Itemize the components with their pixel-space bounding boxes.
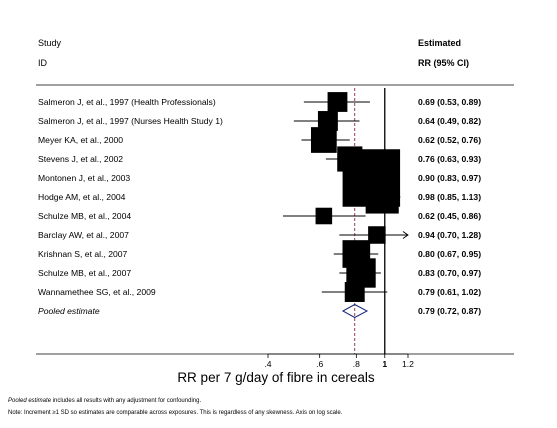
x-tick-label: .6 bbox=[316, 359, 323, 369]
study-label: Barclay AW, et al., 2007 bbox=[38, 230, 129, 240]
estimate-text: 0.62 (0.52, 0.76) bbox=[418, 135, 481, 145]
study-header: Study bbox=[38, 38, 62, 48]
estimate-text: 0.80 (0.67, 0.95) bbox=[418, 249, 481, 259]
study-label: Hodge AM, et al., 2004 bbox=[38, 192, 126, 202]
id-header: ID bbox=[38, 58, 48, 68]
study-label: Wannamethee SG, et al., 2009 bbox=[38, 287, 156, 297]
footnote-1-emphasis: Pooled estimate bbox=[8, 398, 52, 404]
study-label: Stevens J, et al., 2002 bbox=[38, 154, 123, 164]
estimated-header: Estimated bbox=[418, 38, 461, 48]
footnote-1-text: includes all results with any adjustment… bbox=[51, 398, 201, 404]
estimate-text: 0.90 (0.83, 0.97) bbox=[418, 173, 481, 183]
rr-ci-header: RR (95% CI) bbox=[418, 58, 469, 68]
estimate-text: 0.98 (0.85, 1.13) bbox=[418, 192, 481, 202]
study-row: Schulze MB, et al., 2004 0.62 (0.45, 0.86… bbox=[38, 207, 481, 225]
study-label: Salmeron J, et al., 1997 (Health Profess… bbox=[38, 97, 216, 107]
study-row: Wannamethee SG, et al., 2009 0.79 (0.61, … bbox=[38, 282, 481, 302]
estimate-text: 0.79 (0.61, 1.02) bbox=[418, 287, 481, 297]
study-row: Salmeron J, et al., 1997 (Nurses Health … bbox=[38, 111, 481, 131]
ci-arrow bbox=[402, 231, 409, 239]
study-row: Hodge AM, et al., 2004 0.98 (0.85, 1.13) bbox=[38, 180, 481, 214]
study-label: Meyer KA, et al., 2000 bbox=[38, 135, 123, 145]
point-estimate-marker bbox=[310, 127, 337, 153]
point-estimate-marker bbox=[365, 180, 399, 214]
x-axis-label: RR per 7 g/day of fibre in cereals bbox=[177, 370, 375, 385]
estimate-text: 0.76 (0.63, 0.93) bbox=[418, 154, 481, 164]
study-label: Schulze MB, et al., 2004 bbox=[38, 211, 131, 221]
point-estimate-marker bbox=[344, 282, 365, 302]
study-label: Schulze MB, et al., 2007 bbox=[38, 268, 131, 278]
x-tick-label: .4 bbox=[264, 359, 271, 369]
study-label: Salmeron J, et al., 1997 (Nurses Health … bbox=[38, 116, 223, 126]
point-estimate-marker bbox=[327, 92, 348, 112]
study-label: Krishnan S, et al., 2007 bbox=[38, 249, 128, 259]
study-row: Salmeron J, et al., 1997 (Health Profess… bbox=[38, 92, 481, 112]
x-tick-label: .8 bbox=[353, 359, 360, 369]
pooled-estimate-text: 0.79 (0.72, 0.87) bbox=[418, 306, 481, 316]
estimate-text: 0.69 (0.53, 0.89) bbox=[418, 97, 481, 107]
estimate-text: 0.94 (0.70, 1.28) bbox=[418, 230, 481, 240]
study-row: Meyer KA, et al., 2000 0.62 (0.52, 0.76) bbox=[38, 127, 481, 153]
footnote-2: Note: Increment ≥1 SD so estimates are c… bbox=[8, 410, 343, 416]
estimate-text: 0.64 (0.49, 0.82) bbox=[418, 116, 481, 126]
point-estimate-marker bbox=[315, 207, 333, 225]
study-row: Schulze MB, et al., 2007 0.83 (0.70, 0.97… bbox=[38, 258, 481, 288]
footnote-1: Pooled estimate includes all results wit… bbox=[8, 398, 201, 404]
point-estimate-marker bbox=[368, 226, 386, 244]
pooled-label: Pooled estimate bbox=[38, 306, 100, 316]
x-tick-label: 1.2 bbox=[402, 359, 414, 369]
point-estimate-marker bbox=[317, 111, 338, 131]
estimate-text: 0.83 (0.70, 0.97) bbox=[418, 268, 481, 278]
study-row: Stevens J, et al., 2002 0.76 (0.63, 0.93) bbox=[38, 146, 481, 172]
pooled-diamond bbox=[341, 303, 369, 319]
study-row: Barclay AW, et al., 2007 0.94 (0.70, 1.28… bbox=[38, 226, 481, 244]
study-label: Montonen J, et al., 2003 bbox=[38, 173, 130, 183]
x-tick-label: 1 bbox=[382, 359, 387, 369]
study-row: Krishnan S, et al., 2007 0.80 (0.67, 0.95… bbox=[38, 240, 481, 268]
estimate-text: 0.62 (0.45, 0.86) bbox=[418, 211, 481, 221]
